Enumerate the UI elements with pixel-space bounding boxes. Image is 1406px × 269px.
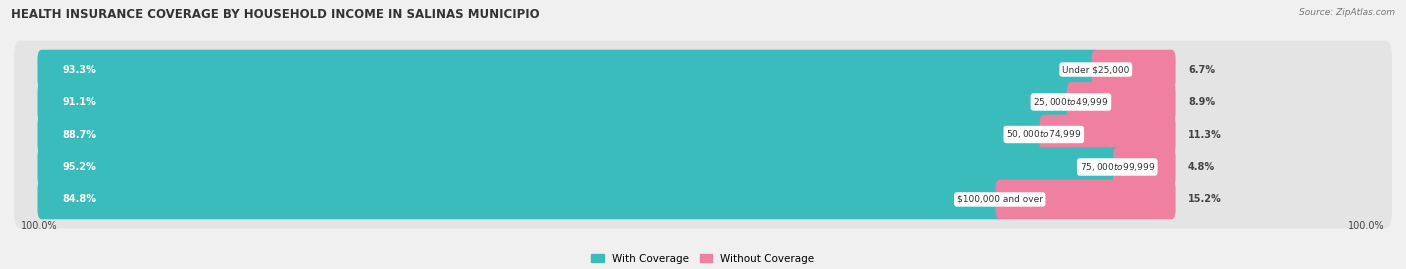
FancyBboxPatch shape [38, 115, 1047, 154]
Text: 100.0%: 100.0% [1348, 221, 1385, 231]
Legend: With Coverage, Without Coverage: With Coverage, Without Coverage [592, 254, 814, 264]
FancyBboxPatch shape [38, 147, 1122, 187]
Text: HEALTH INSURANCE COVERAGE BY HOUSEHOLD INCOME IN SALINAS MUNICIPIO: HEALTH INSURANCE COVERAGE BY HOUSEHOLD I… [11, 8, 540, 21]
Text: Source: ZipAtlas.com: Source: ZipAtlas.com [1299, 8, 1395, 17]
Text: 93.3%: 93.3% [62, 65, 96, 75]
Text: $25,000 to $49,999: $25,000 to $49,999 [1033, 96, 1108, 108]
Text: 100.0%: 100.0% [21, 221, 58, 231]
Text: 8.9%: 8.9% [1188, 97, 1215, 107]
FancyBboxPatch shape [14, 41, 1392, 98]
Text: Under $25,000: Under $25,000 [1062, 65, 1129, 74]
FancyBboxPatch shape [38, 50, 1099, 89]
Text: 15.2%: 15.2% [1188, 194, 1222, 204]
FancyBboxPatch shape [1091, 50, 1175, 89]
Text: 91.1%: 91.1% [62, 97, 96, 107]
FancyBboxPatch shape [38, 82, 1076, 122]
Text: $50,000 to $74,999: $50,000 to $74,999 [1007, 129, 1081, 140]
FancyBboxPatch shape [995, 180, 1175, 219]
FancyBboxPatch shape [1039, 115, 1175, 154]
Text: $100,000 and over: $100,000 and over [956, 195, 1043, 204]
FancyBboxPatch shape [14, 171, 1392, 228]
Text: $75,000 to $99,999: $75,000 to $99,999 [1080, 161, 1154, 173]
FancyBboxPatch shape [14, 106, 1392, 163]
Text: 95.2%: 95.2% [62, 162, 96, 172]
FancyBboxPatch shape [1114, 147, 1175, 187]
FancyBboxPatch shape [38, 180, 1004, 219]
FancyBboxPatch shape [1067, 82, 1175, 122]
Text: 4.8%: 4.8% [1188, 162, 1215, 172]
FancyBboxPatch shape [14, 138, 1392, 196]
Text: 6.7%: 6.7% [1188, 65, 1215, 75]
Text: 84.8%: 84.8% [62, 194, 96, 204]
FancyBboxPatch shape [14, 73, 1392, 131]
Text: 88.7%: 88.7% [62, 129, 96, 140]
Text: 11.3%: 11.3% [1188, 129, 1222, 140]
